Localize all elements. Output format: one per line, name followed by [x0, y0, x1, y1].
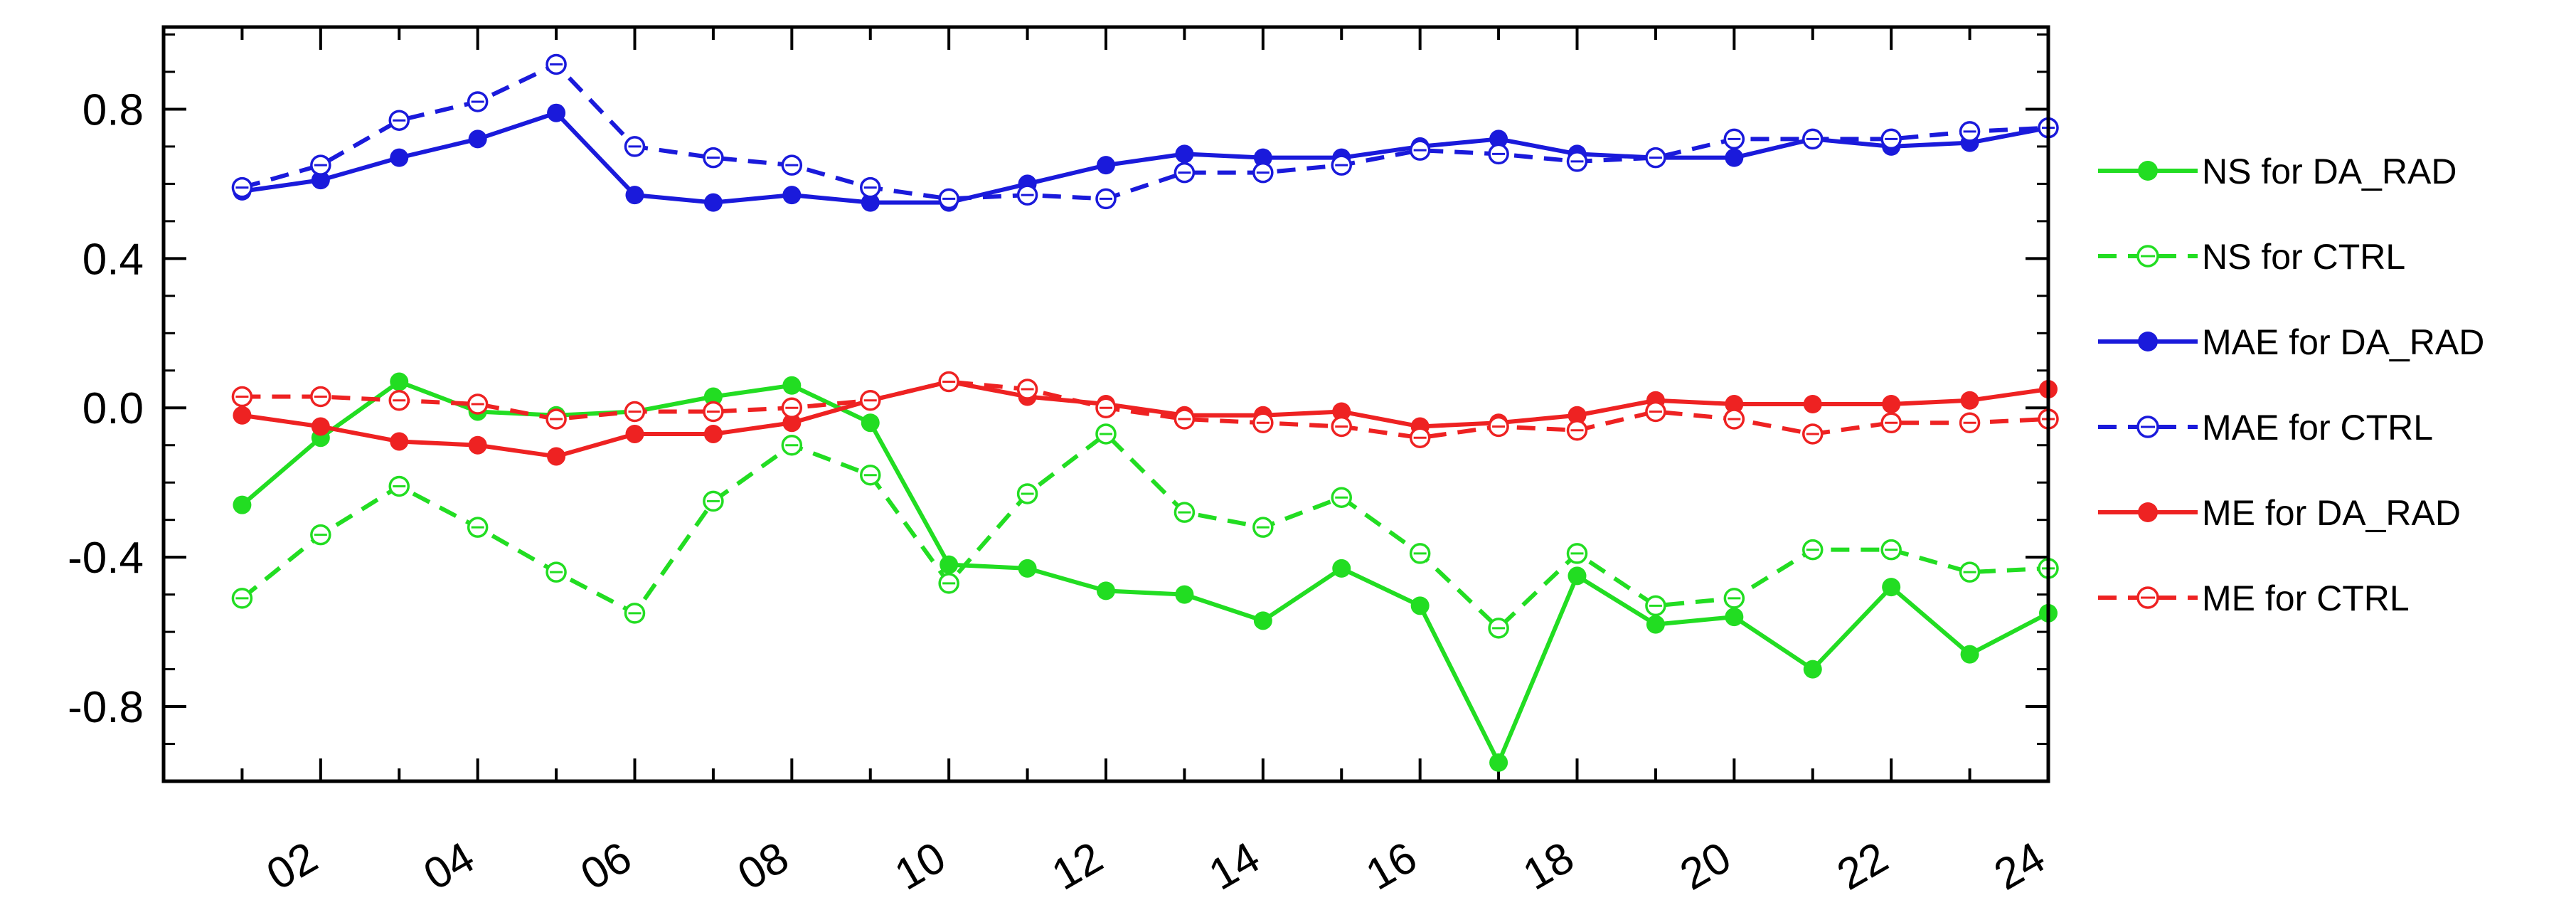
data-point [625, 424, 644, 443]
data-point [1253, 611, 1272, 630]
legend-item: MAE for DA_RAD [2098, 322, 2484, 362]
series-line [242, 379, 2049, 440]
data-point [1882, 395, 1901, 413]
data-point [1960, 391, 1979, 410]
series-line [241, 110, 2049, 205]
legend-label: MAE for DA_RAD [2202, 322, 2484, 362]
data-point [782, 186, 802, 205]
legend-item: ME for DA_RAD [2098, 493, 2461, 533]
series-me-for-ctrl [231, 371, 2059, 448]
legend-item: MAE for CTRL [2098, 408, 2433, 448]
data-point [1175, 585, 1194, 604]
y-tick-labels: 0.8 0.4 0.0 -0.4 -0.8 [68, 85, 144, 732]
data-point [1568, 406, 1587, 425]
data-point [1725, 608, 1744, 627]
data-point [1725, 148, 1744, 167]
series-line [241, 379, 2049, 459]
legend-marker [2138, 161, 2158, 181]
data-point [390, 432, 409, 451]
data-point [940, 555, 959, 574]
data-point [1725, 395, 1744, 413]
data-point [703, 387, 723, 406]
data-point [233, 406, 252, 425]
data-point [703, 193, 723, 212]
data-point [1646, 615, 1665, 634]
series-layer [231, 53, 2059, 772]
data-point [625, 186, 644, 205]
y-tick-label: 0.8 [83, 85, 144, 134]
data-point [233, 495, 252, 514]
data-point [390, 372, 409, 391]
data-point [311, 417, 330, 436]
data-point [1175, 144, 1194, 164]
data-point [468, 435, 487, 455]
data-point [547, 103, 566, 122]
data-point [468, 129, 487, 149]
legend-item: NS for DA_RAD [2098, 152, 2457, 191]
y-tick-label: -0.8 [68, 683, 144, 732]
data-point [1332, 402, 1351, 421]
legend-label: ME for CTRL [2202, 578, 2410, 618]
data-point [390, 148, 409, 167]
data-point [547, 447, 566, 466]
data-point [703, 424, 723, 443]
legend-item: ME for CTRL [2098, 578, 2410, 618]
series-line [241, 62, 2049, 201]
data-point [1018, 559, 1037, 578]
data-point [1803, 660, 1822, 679]
data-point [861, 193, 880, 212]
data-point [1489, 129, 1508, 149]
data-point [1097, 156, 1115, 175]
legend-label: ME for DA_RAD [2202, 493, 2461, 533]
data-point [1882, 578, 1901, 597]
y-tick-label: -0.4 [68, 534, 144, 583]
y-tick-label: 0.4 [83, 235, 144, 284]
legend-label: NS for DA_RAD [2202, 152, 2457, 191]
data-point [1803, 395, 1822, 413]
legend-marker [2138, 332, 2158, 351]
data-point [1410, 596, 1430, 615]
data-point [1489, 753, 1508, 772]
data-point [1568, 566, 1587, 586]
data-point [1332, 559, 1351, 578]
data-point [861, 413, 880, 433]
legend-marker [2138, 502, 2158, 522]
data-point [782, 376, 802, 395]
data-point [1960, 645, 1979, 664]
y-tick-label: 0.0 [83, 384, 144, 433]
series-mae-for-ctrl [231, 53, 2059, 210]
legend-label: NS for CTRL [2202, 237, 2405, 277]
series-ns-for-ctrl [231, 423, 2059, 639]
data-point [1097, 581, 1115, 601]
legend: NS for DA_RAD NS for CTRL MAE for DA_RAD MA… [2098, 152, 2484, 618]
legend-label: MAE for CTRL [2202, 408, 2433, 448]
data-point [1253, 148, 1272, 167]
plot-frame [161, 25, 2050, 783]
data-point [782, 413, 802, 433]
data-point [311, 171, 330, 190]
legend-item: NS for CTRL [2098, 237, 2405, 277]
